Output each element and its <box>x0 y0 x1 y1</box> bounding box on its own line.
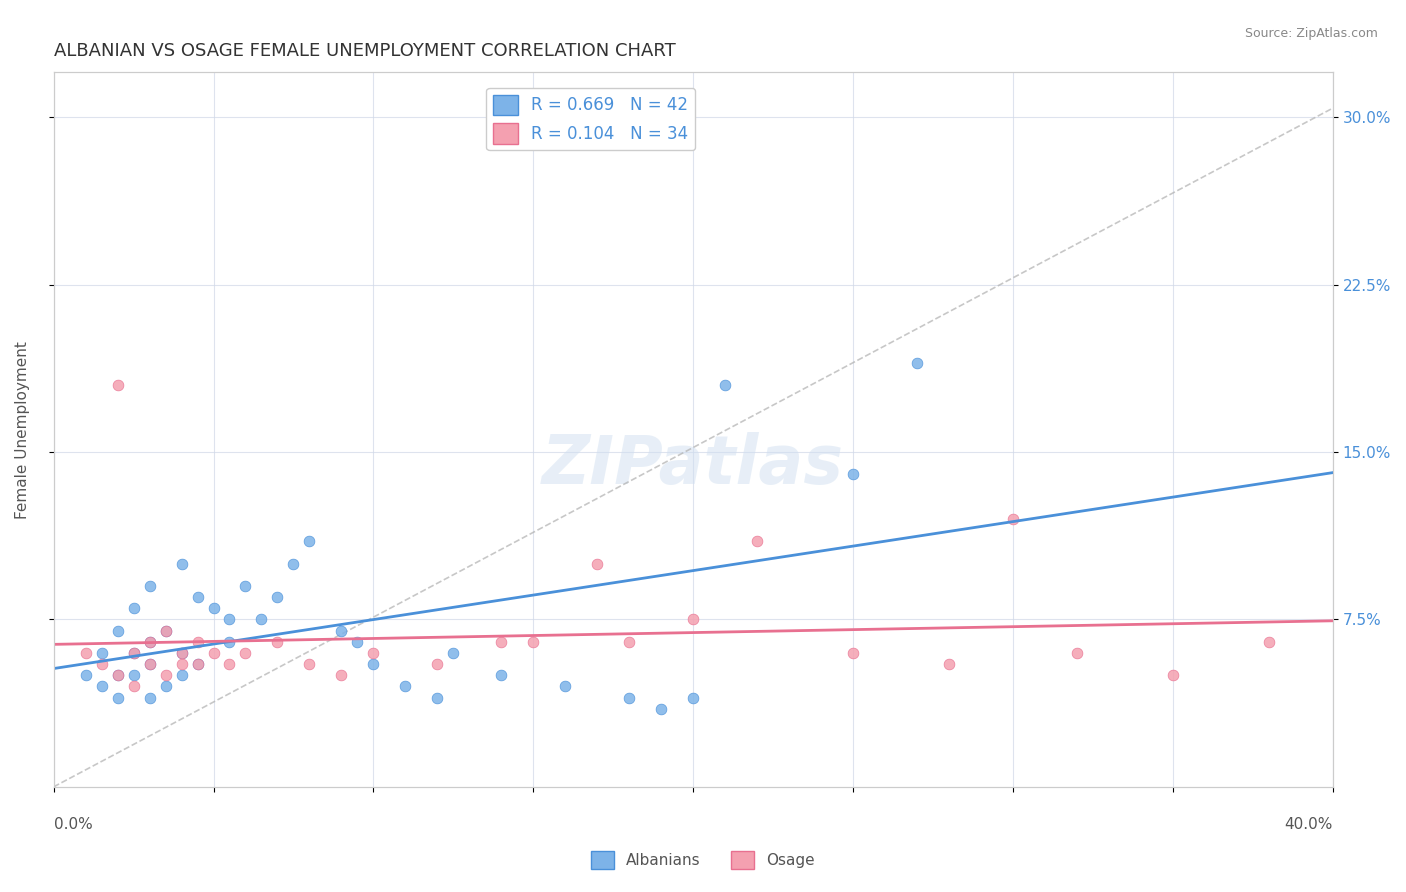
Point <box>266 634 288 648</box>
Point <box>235 579 257 593</box>
Point <box>122 646 145 660</box>
Point <box>905 356 928 370</box>
Point <box>938 657 960 671</box>
Point <box>107 668 129 682</box>
Point <box>75 668 97 682</box>
Point <box>218 657 240 671</box>
Point <box>586 557 609 571</box>
Point <box>235 646 257 660</box>
Point <box>122 646 145 660</box>
Point <box>90 657 112 671</box>
Point <box>1161 668 1184 682</box>
Point <box>266 590 288 604</box>
Point <box>90 679 112 693</box>
Point <box>298 534 321 549</box>
Legend: Albanians, Osage: Albanians, Osage <box>585 845 821 875</box>
Text: Source: ZipAtlas.com: Source: ZipAtlas.com <box>1244 27 1378 40</box>
Point <box>330 668 353 682</box>
Point <box>107 690 129 705</box>
Point <box>107 668 129 682</box>
Y-axis label: Female Unemployment: Female Unemployment <box>15 341 30 518</box>
Point <box>107 624 129 638</box>
Point <box>218 612 240 626</box>
Point <box>170 657 193 671</box>
Point <box>170 646 193 660</box>
Point <box>155 624 177 638</box>
Point <box>122 668 145 682</box>
Point <box>619 634 641 648</box>
Legend: R = 0.669   N = 42, R = 0.104   N = 34: R = 0.669 N = 42, R = 0.104 N = 34 <box>486 88 695 150</box>
Point <box>714 378 737 392</box>
Point <box>107 378 129 392</box>
Point <box>1257 634 1279 648</box>
Point <box>155 624 177 638</box>
Point <box>554 679 576 693</box>
Point <box>138 634 160 648</box>
Point <box>138 634 160 648</box>
Point <box>650 702 672 716</box>
Point <box>298 657 321 671</box>
Point <box>202 646 225 660</box>
Point <box>155 668 177 682</box>
Point <box>186 634 208 648</box>
Text: ZIPatlas: ZIPatlas <box>543 433 844 499</box>
Point <box>363 657 385 671</box>
Point <box>170 668 193 682</box>
Point <box>283 557 305 571</box>
Point <box>138 657 160 671</box>
Point <box>170 646 193 660</box>
Point <box>138 657 160 671</box>
Text: 0.0%: 0.0% <box>53 817 93 832</box>
Point <box>138 690 160 705</box>
Point <box>522 634 544 648</box>
Point <box>1066 646 1088 660</box>
Point <box>394 679 416 693</box>
Point <box>186 590 208 604</box>
Point <box>1001 512 1024 526</box>
Point <box>218 634 240 648</box>
Point <box>330 624 353 638</box>
Point <box>491 634 513 648</box>
Point <box>186 657 208 671</box>
Point <box>122 601 145 615</box>
Point <box>842 467 865 482</box>
Point <box>75 646 97 660</box>
Point <box>441 646 464 660</box>
Point <box>90 646 112 660</box>
Point <box>346 634 368 648</box>
Point <box>682 612 704 626</box>
Point <box>250 612 273 626</box>
Point <box>363 646 385 660</box>
Point <box>426 657 449 671</box>
Point <box>426 690 449 705</box>
Point <box>202 601 225 615</box>
Point <box>186 657 208 671</box>
Point <box>170 557 193 571</box>
Point <box>138 579 160 593</box>
Point <box>491 668 513 682</box>
Point <box>747 534 769 549</box>
Point <box>155 679 177 693</box>
Text: 40.0%: 40.0% <box>1285 817 1333 832</box>
Point <box>682 690 704 705</box>
Text: ALBANIAN VS OSAGE FEMALE UNEMPLOYMENT CORRELATION CHART: ALBANIAN VS OSAGE FEMALE UNEMPLOYMENT CO… <box>53 42 675 60</box>
Point <box>619 690 641 705</box>
Point <box>122 679 145 693</box>
Point <box>842 646 865 660</box>
